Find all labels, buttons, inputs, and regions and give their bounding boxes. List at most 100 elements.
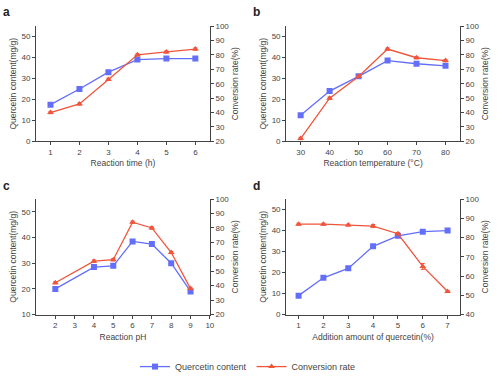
- svg-text:a: a: [3, 5, 10, 19]
- svg-text:100: 100: [215, 195, 229, 204]
- svg-text:4: 4: [135, 148, 140, 157]
- svg-text:Addition amount of quercetin(%: Addition amount of quercetin(%): [312, 332, 434, 342]
- svg-text:0: 0: [276, 310, 281, 319]
- svg-text:20: 20: [466, 137, 475, 146]
- svg-text:50: 50: [272, 205, 281, 214]
- svg-text:50: 50: [215, 94, 224, 103]
- svg-text:80: 80: [215, 224, 224, 233]
- svg-text:3: 3: [346, 321, 351, 330]
- svg-text:40: 40: [215, 108, 224, 117]
- svg-text:3: 3: [72, 321, 77, 330]
- svg-text:c: c: [3, 179, 10, 193]
- svg-text:50: 50: [21, 208, 30, 217]
- svg-text:4: 4: [371, 321, 376, 330]
- svg-text:100: 100: [466, 22, 480, 31]
- svg-text:50: 50: [466, 94, 475, 103]
- svg-text:30: 30: [272, 74, 281, 83]
- svg-text:90: 90: [215, 36, 224, 45]
- svg-text:40: 40: [466, 310, 475, 319]
- svg-text:30: 30: [21, 74, 30, 83]
- svg-text:2: 2: [321, 321, 326, 330]
- svg-text:50: 50: [21, 32, 30, 41]
- svg-text:60: 60: [383, 148, 392, 157]
- svg-text:Conversion rate(%): Conversion rate(%): [480, 220, 490, 293]
- svg-text:7: 7: [445, 321, 450, 330]
- svg-text:7: 7: [150, 321, 155, 330]
- svg-text:80: 80: [441, 148, 450, 157]
- svg-text:Quercetin content(mg/g): Quercetin content(mg/g): [8, 38, 18, 130]
- svg-text:80: 80: [466, 51, 475, 60]
- svg-text:70: 70: [466, 253, 475, 262]
- svg-text:5: 5: [164, 148, 169, 157]
- svg-text:2: 2: [77, 148, 82, 157]
- svg-text:Conversion rate(%): Conversion rate(%): [480, 47, 490, 120]
- svg-text:5: 5: [111, 321, 116, 330]
- svg-text:8: 8: [169, 321, 174, 330]
- svg-text:30: 30: [21, 259, 30, 268]
- svg-text:40: 40: [466, 108, 475, 117]
- svg-text:6: 6: [193, 148, 198, 157]
- svg-text:Reaction pH: Reaction pH: [100, 332, 147, 342]
- svg-text:40: 40: [21, 53, 30, 62]
- svg-text:20: 20: [21, 285, 30, 294]
- svg-text:6: 6: [130, 321, 135, 330]
- svg-text:70: 70: [215, 238, 224, 247]
- svg-text:40: 40: [215, 281, 224, 290]
- svg-text:10: 10: [272, 116, 281, 125]
- svg-text:3: 3: [106, 148, 111, 157]
- svg-text:50: 50: [354, 148, 363, 157]
- svg-text:20: 20: [272, 95, 281, 104]
- svg-text:20: 20: [215, 310, 224, 319]
- svg-text:10: 10: [21, 116, 30, 125]
- svg-text:50: 50: [272, 32, 281, 41]
- svg-text:1: 1: [296, 321, 301, 330]
- svg-text:Quercetin content: Quercetin content: [175, 362, 247, 372]
- svg-text:Reaction temperature (°C): Reaction temperature (°C): [323, 158, 422, 168]
- svg-text:5: 5: [396, 321, 401, 330]
- svg-text:70: 70: [215, 65, 224, 74]
- svg-text:0: 0: [26, 137, 31, 146]
- svg-text:6: 6: [421, 321, 426, 330]
- svg-text:50: 50: [215, 267, 224, 276]
- svg-text:90: 90: [466, 214, 475, 223]
- svg-text:0: 0: [276, 137, 281, 146]
- svg-text:40: 40: [21, 233, 30, 242]
- svg-text:50: 50: [466, 291, 475, 300]
- svg-text:40: 40: [325, 148, 334, 157]
- svg-text:10: 10: [205, 321, 214, 330]
- svg-text:60: 60: [466, 80, 475, 89]
- svg-text:90: 90: [466, 36, 475, 45]
- svg-text:Quercetin content(mg/g): Quercetin content(mg/g): [258, 211, 268, 303]
- svg-text:d: d: [253, 179, 260, 193]
- svg-text:60: 60: [215, 253, 224, 262]
- svg-text:10: 10: [272, 289, 281, 298]
- svg-text:10: 10: [21, 310, 30, 319]
- svg-text:30: 30: [296, 148, 305, 157]
- svg-text:100: 100: [215, 22, 229, 31]
- svg-text:80: 80: [215, 51, 224, 60]
- svg-text:Conversion rate(%): Conversion rate(%): [230, 47, 240, 120]
- svg-text:2: 2: [53, 321, 58, 330]
- svg-text:30: 30: [272, 247, 281, 256]
- svg-text:Conversion rate: Conversion rate: [292, 362, 356, 372]
- svg-text:70: 70: [466, 65, 475, 74]
- svg-text:1: 1: [48, 148, 53, 157]
- svg-text:70: 70: [412, 148, 421, 157]
- svg-text:Reaction time (h): Reaction time (h): [91, 158, 156, 168]
- svg-text:30: 30: [215, 123, 224, 132]
- svg-text:40: 40: [272, 53, 281, 62]
- svg-text:60: 60: [215, 80, 224, 89]
- svg-text:20: 20: [21, 95, 30, 104]
- svg-text:40: 40: [272, 226, 281, 235]
- svg-text:b: b: [253, 5, 260, 19]
- svg-text:20: 20: [272, 268, 281, 277]
- svg-text:30: 30: [215, 296, 224, 305]
- svg-text:20: 20: [215, 137, 224, 146]
- svg-text:9: 9: [188, 321, 193, 330]
- svg-text:100: 100: [466, 195, 480, 204]
- svg-text:Quercetin content(mg/g): Quercetin content(mg/g): [8, 211, 18, 303]
- svg-text:Conversion rate(%): Conversion rate(%): [230, 220, 240, 293]
- svg-text:Quercetin content(mg/g): Quercetin content(mg/g): [258, 38, 268, 130]
- svg-text:90: 90: [215, 209, 224, 218]
- svg-text:80: 80: [466, 233, 475, 242]
